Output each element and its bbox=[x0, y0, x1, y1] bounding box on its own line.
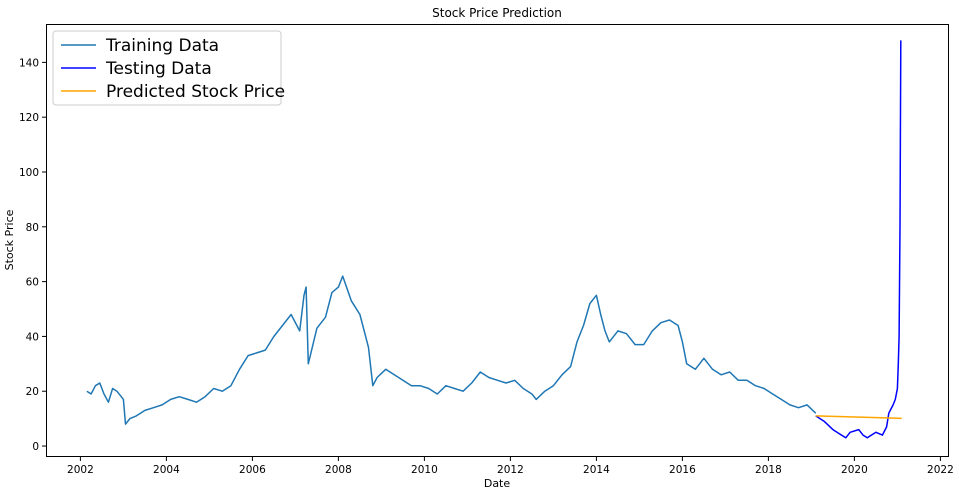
x-tick-label: 2004 bbox=[153, 464, 180, 476]
x-tick-label: 2012 bbox=[497, 464, 524, 476]
legend-label-testing: Testing Data bbox=[105, 59, 212, 79]
legend-box bbox=[52, 30, 282, 106]
y-tick-label: 120 bbox=[19, 112, 39, 124]
x-axis-title: Date bbox=[484, 477, 511, 490]
legend-label-training: Training Data bbox=[105, 36, 219, 56]
x-tick-label: 2010 bbox=[411, 464, 438, 476]
legend-label-predicted: Predicted Stock Price bbox=[106, 82, 285, 102]
series-line-training-data bbox=[86, 275, 817, 425]
y-axis-title: Stock Price bbox=[3, 209, 16, 270]
y-tick-label: 0 bbox=[32, 441, 39, 453]
x-tick-label: 2008 bbox=[325, 464, 352, 476]
x-tick-label: 2006 bbox=[239, 464, 266, 476]
series-line-predicted-stock-price bbox=[815, 415, 902, 420]
x-tick-label: 2018 bbox=[755, 464, 782, 476]
y-tick-label: 80 bbox=[26, 222, 39, 234]
plot-frame bbox=[46, 24, 949, 457]
x-tick-label: 2002 bbox=[67, 464, 94, 476]
series-line-testing-data bbox=[815, 40, 902, 439]
legend: Training Data Testing Data Predicted Sto… bbox=[52, 30, 285, 106]
y-axis: 0 20 40 60 80 100 120 140 bbox=[19, 57, 46, 453]
x-tick-label: 2016 bbox=[669, 464, 696, 476]
chart-title: Stock Price Prediction bbox=[432, 6, 562, 20]
y-tick-label: 60 bbox=[26, 277, 39, 289]
y-tick-label: 40 bbox=[26, 331, 39, 343]
x-tick-label: 2014 bbox=[583, 464, 610, 476]
x-axis: 2002 2004 2006 2008 2010 2012 2014 2016 2018 2020… bbox=[67, 457, 954, 476]
y-tick-label: 140 bbox=[19, 57, 39, 69]
x-tick-label: 2020 bbox=[841, 464, 868, 476]
y-tick-label: 20 bbox=[26, 386, 39, 398]
y-tick-label: 100 bbox=[19, 167, 39, 179]
series-layer bbox=[86, 40, 902, 439]
x-tick-label: 2022 bbox=[927, 464, 954, 476]
